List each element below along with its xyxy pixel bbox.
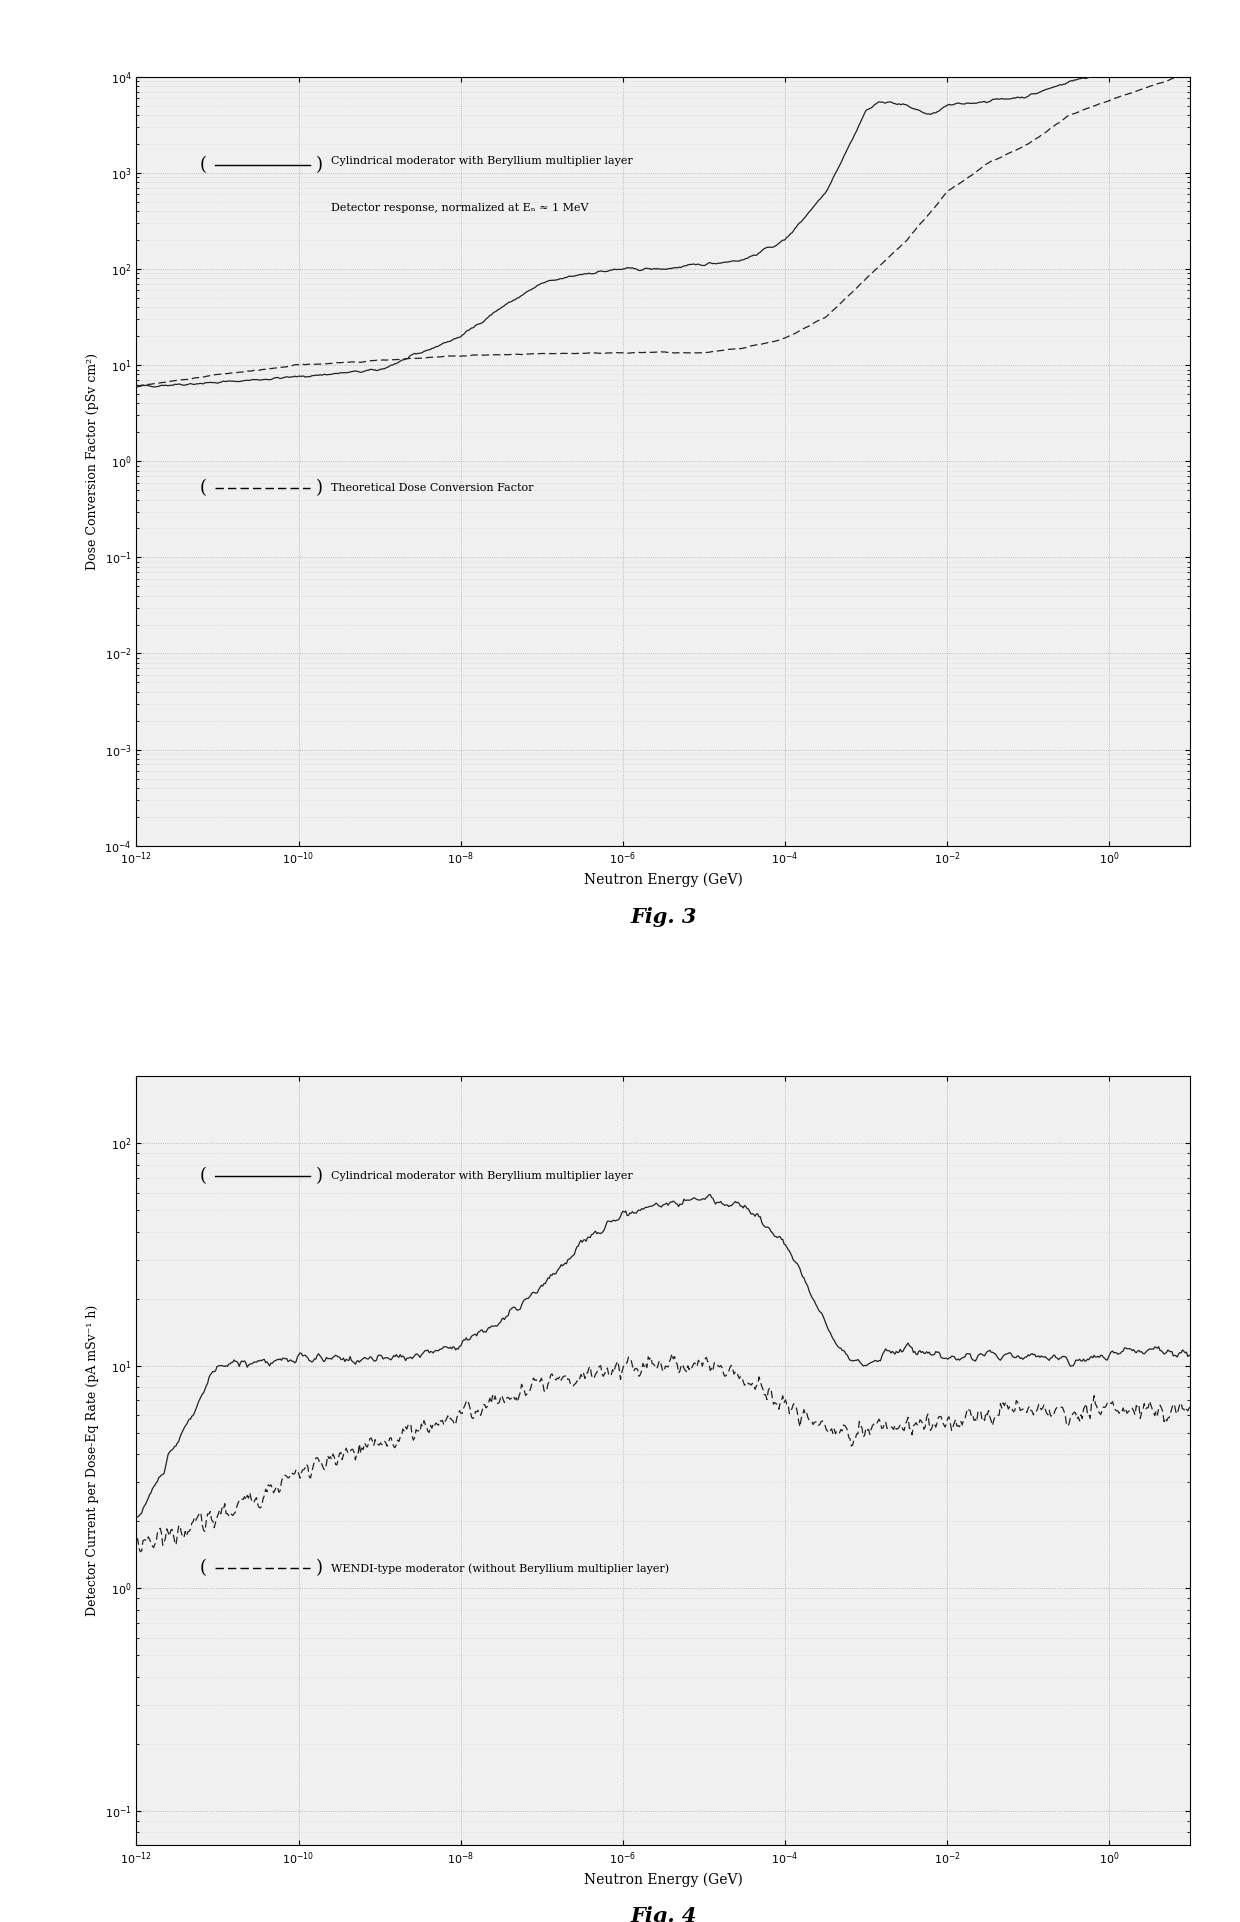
Text: ): ) bbox=[315, 1167, 322, 1186]
Text: Cylindrical moderator with Beryllium multiplier layer: Cylindrical moderator with Beryllium mul… bbox=[331, 156, 634, 167]
Text: ): ) bbox=[315, 479, 322, 498]
Text: (: ( bbox=[200, 1559, 207, 1578]
Text: Detector response, normalized at Eₙ ≈ 1 MeV: Detector response, normalized at Eₙ ≈ 1 … bbox=[331, 202, 589, 213]
Y-axis label: Dose Conversion Factor (pSv cm²): Dose Conversion Factor (pSv cm²) bbox=[86, 354, 99, 569]
Text: Theoretical Dose Conversion Factor: Theoretical Dose Conversion Factor bbox=[331, 482, 534, 494]
Text: (: ( bbox=[200, 1167, 207, 1186]
Text: (: ( bbox=[200, 479, 207, 498]
Text: WENDI-type moderator (without Beryllium multiplier layer): WENDI-type moderator (without Beryllium … bbox=[331, 1563, 670, 1574]
Text: (: ( bbox=[200, 156, 207, 175]
X-axis label: Neutron Energy (GeV): Neutron Energy (GeV) bbox=[584, 873, 743, 888]
Text: Cylindrical moderator with Beryllium multiplier layer: Cylindrical moderator with Beryllium mul… bbox=[331, 1170, 634, 1182]
Y-axis label: Detector Current per Dose-Eq Rate (pA mSv⁻¹ h): Detector Current per Dose-Eq Rate (pA mS… bbox=[86, 1305, 99, 1616]
Text: ): ) bbox=[315, 156, 322, 175]
Text: Fig. 3: Fig. 3 bbox=[630, 907, 697, 926]
Text: Fig. 4: Fig. 4 bbox=[630, 1907, 697, 1922]
Text: ): ) bbox=[315, 1559, 322, 1578]
X-axis label: Neutron Energy (GeV): Neutron Energy (GeV) bbox=[584, 1872, 743, 1887]
